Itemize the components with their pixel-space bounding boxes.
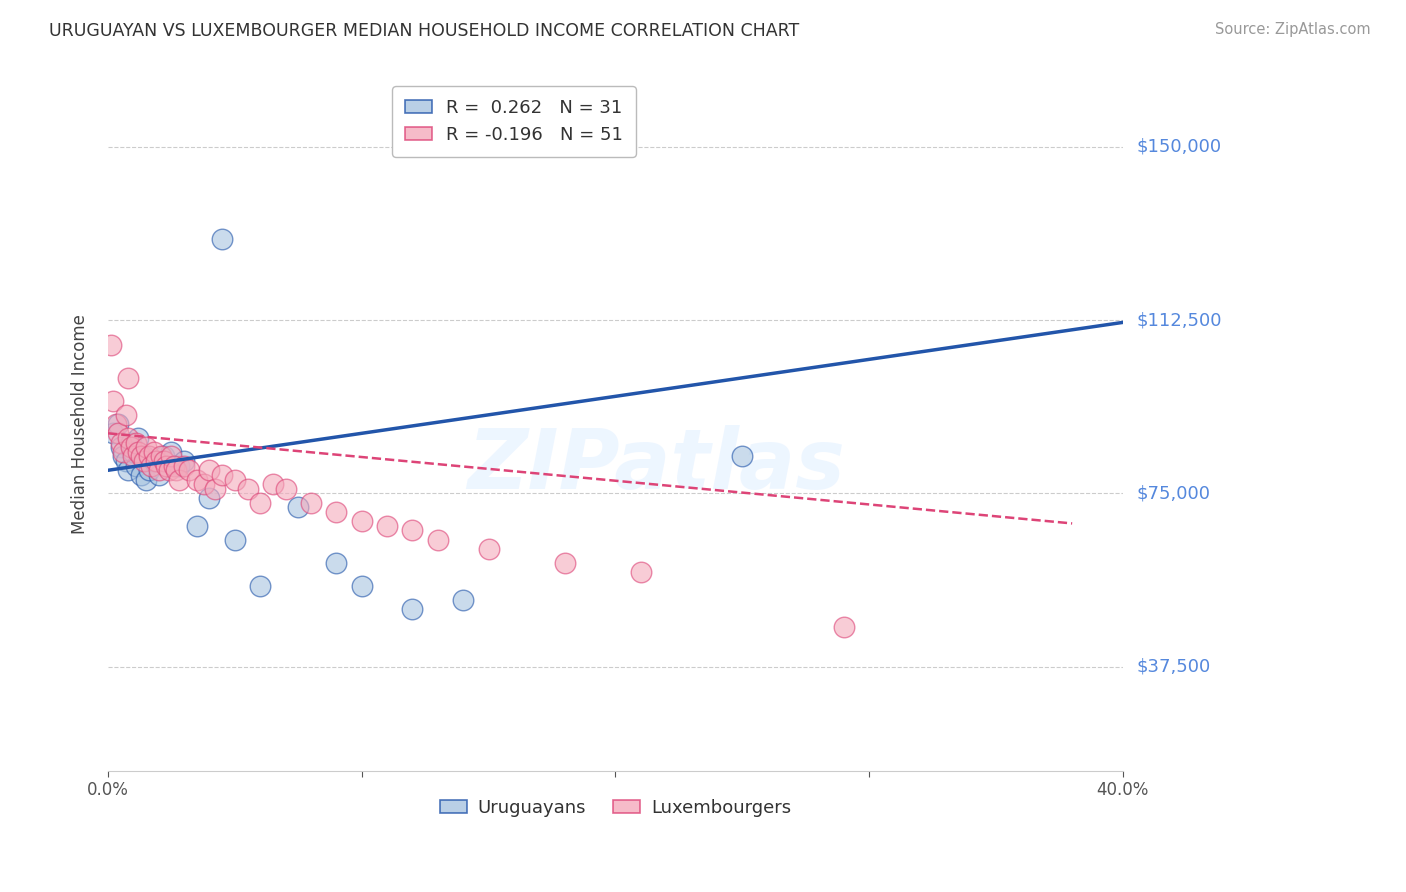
Point bbox=[110, 440, 132, 454]
Point bbox=[114, 454, 136, 468]
Point bbox=[101, 426, 124, 441]
Text: ZIPatlas: ZIPatlas bbox=[467, 425, 845, 506]
Text: $112,500: $112,500 bbox=[1137, 311, 1222, 329]
Point bbox=[325, 556, 347, 570]
Point bbox=[287, 500, 309, 515]
Point bbox=[129, 450, 152, 464]
Point bbox=[117, 431, 139, 445]
Point bbox=[135, 440, 157, 454]
Point bbox=[350, 514, 373, 528]
Point bbox=[101, 394, 124, 409]
Point bbox=[138, 463, 160, 477]
Point bbox=[167, 458, 190, 473]
Point bbox=[160, 450, 183, 464]
Point bbox=[148, 463, 170, 477]
Point bbox=[117, 371, 139, 385]
Point bbox=[325, 505, 347, 519]
Point bbox=[477, 541, 499, 556]
Point bbox=[236, 482, 259, 496]
Point bbox=[132, 454, 155, 468]
Point bbox=[224, 473, 246, 487]
Point bbox=[142, 454, 165, 468]
Point bbox=[262, 477, 284, 491]
Point bbox=[150, 450, 173, 464]
Point bbox=[299, 495, 322, 509]
Point bbox=[138, 450, 160, 464]
Point bbox=[120, 435, 142, 450]
Point bbox=[120, 440, 142, 454]
Point bbox=[274, 482, 297, 496]
Point bbox=[148, 467, 170, 482]
Point bbox=[122, 444, 145, 458]
Point bbox=[451, 592, 474, 607]
Point bbox=[129, 467, 152, 482]
Point bbox=[127, 431, 149, 445]
Y-axis label: Median Household Income: Median Household Income bbox=[72, 314, 89, 534]
Text: URUGUAYAN VS LUXEMBOURGER MEDIAN HOUSEHOLD INCOME CORRELATION CHART: URUGUAYAN VS LUXEMBOURGER MEDIAN HOUSEHO… bbox=[49, 22, 800, 40]
Point bbox=[122, 450, 145, 464]
Point bbox=[249, 579, 271, 593]
Point bbox=[426, 533, 449, 547]
Point bbox=[145, 454, 167, 468]
Point bbox=[179, 463, 201, 477]
Point bbox=[157, 463, 180, 477]
Point bbox=[139, 458, 162, 473]
Point bbox=[163, 458, 186, 473]
Point bbox=[173, 454, 195, 468]
Text: $37,500: $37,500 bbox=[1137, 657, 1211, 676]
Point bbox=[112, 444, 135, 458]
Point bbox=[832, 620, 855, 634]
Point bbox=[155, 458, 177, 473]
Point bbox=[107, 417, 129, 431]
Point bbox=[127, 444, 149, 458]
Point bbox=[125, 458, 148, 473]
Point bbox=[173, 458, 195, 473]
Point bbox=[167, 473, 190, 487]
Point bbox=[731, 450, 754, 464]
Point bbox=[100, 338, 122, 352]
Point bbox=[375, 518, 398, 533]
Point bbox=[198, 463, 221, 477]
Point bbox=[554, 556, 576, 570]
Point bbox=[125, 435, 148, 450]
Point bbox=[204, 482, 226, 496]
Point bbox=[224, 533, 246, 547]
Legend: Uruguayans, Luxembourgers: Uruguayans, Luxembourgers bbox=[433, 791, 799, 824]
Point bbox=[186, 518, 208, 533]
Point bbox=[110, 435, 132, 450]
Text: Source: ZipAtlas.com: Source: ZipAtlas.com bbox=[1215, 22, 1371, 37]
Point bbox=[132, 450, 155, 464]
Point bbox=[193, 477, 215, 491]
Text: $75,000: $75,000 bbox=[1137, 484, 1211, 502]
Point bbox=[114, 408, 136, 422]
Point bbox=[211, 232, 233, 246]
Point bbox=[117, 463, 139, 477]
Point bbox=[135, 473, 157, 487]
Point bbox=[211, 467, 233, 482]
Point bbox=[166, 463, 188, 477]
Point bbox=[249, 495, 271, 509]
Point bbox=[142, 444, 165, 458]
Point bbox=[350, 579, 373, 593]
Point bbox=[186, 473, 208, 487]
Point bbox=[153, 454, 176, 468]
Text: $150,000: $150,000 bbox=[1137, 137, 1222, 156]
Point bbox=[160, 444, 183, 458]
Point bbox=[198, 491, 221, 505]
Point bbox=[630, 565, 652, 579]
Point bbox=[153, 450, 176, 464]
Point bbox=[401, 524, 423, 538]
Point bbox=[107, 426, 129, 441]
Point bbox=[401, 602, 423, 616]
Point bbox=[104, 417, 127, 431]
Point bbox=[112, 450, 135, 464]
